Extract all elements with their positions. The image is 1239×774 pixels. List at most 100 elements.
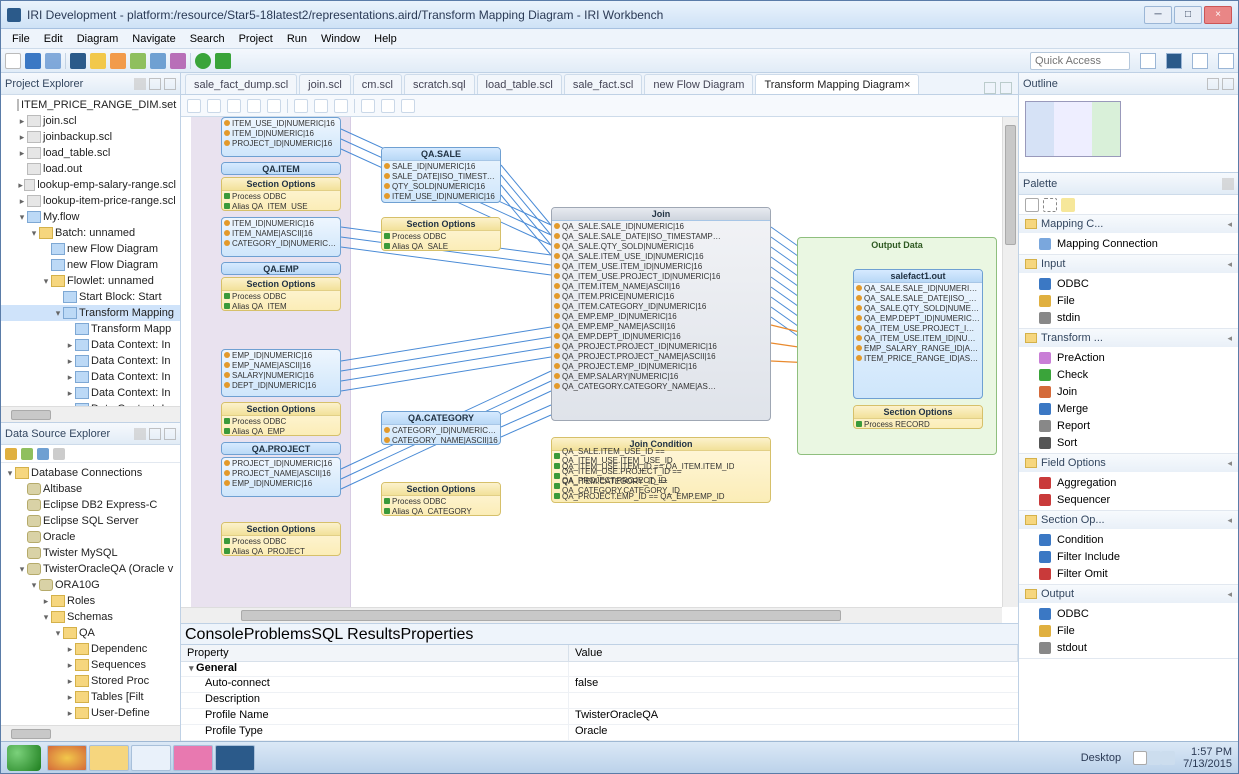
- field-port-icon[interactable]: [856, 421, 862, 427]
- field-port-icon[interactable]: [554, 493, 560, 499]
- tree-row[interactable]: ▸Sequences: [1, 657, 180, 673]
- perspective-button-4[interactable]: [1218, 53, 1234, 69]
- editor-tab[interactable]: cm.scl: [353, 74, 402, 94]
- tree-row[interactable]: Transform Mapp: [1, 321, 180, 337]
- diagram-fill-icon[interactable]: [334, 99, 348, 113]
- tree-twisty-icon[interactable]: ▸: [65, 676, 75, 687]
- quick-access-input[interactable]: [1030, 52, 1130, 70]
- box-field[interactable]: Alias QA_PROJECT: [222, 546, 340, 556]
- tree-row[interactable]: ▾Batch: unnamed: [1, 225, 180, 241]
- box-field[interactable]: CATEGORY_ID|NUMERIC|16: [382, 425, 500, 435]
- field-port-icon[interactable]: [384, 193, 390, 199]
- perspective-button-2[interactable]: [1166, 53, 1182, 69]
- tree-twisty-icon[interactable]: ▸: [17, 132, 27, 143]
- diagram-box-opt6[interactable]: Section OptionsProcess ODBCAlias QA_CATE…: [381, 482, 501, 516]
- editor-tab[interactable]: join.scl: [299, 74, 351, 94]
- tray-network-icon[interactable]: [1147, 751, 1161, 765]
- toolbar-save-icon[interactable]: [25, 53, 41, 69]
- prop-value[interactable]: false: [569, 677, 1018, 692]
- box-field[interactable]: Alias QA_SALE: [382, 241, 500, 251]
- diagram-box-out[interactable]: salefact1.outQA_SALE.SALE_ID|NUMERIC|16Q…: [853, 269, 983, 399]
- tree-row[interactable]: ▸joinbackup.scl: [1, 129, 180, 145]
- tree-twisty-icon[interactable]: ▾: [41, 612, 51, 623]
- tree-row[interactable]: ▾Schemas: [1, 609, 180, 625]
- box-field[interactable]: ITEM_USE_ID|NUMERIC|16: [382, 191, 500, 201]
- dse-tool4-icon[interactable]: [53, 448, 65, 460]
- field-port-icon[interactable]: [384, 163, 390, 169]
- tree-twisty-icon[interactable]: ▾: [17, 564, 27, 575]
- box-field[interactable]: PROJECT_NAME|ASCII|16: [222, 468, 340, 478]
- tree-row[interactable]: ▸Tables [Filt: [1, 689, 180, 705]
- tree-twisty-icon[interactable]: ▸: [17, 196, 27, 207]
- toolbar-run-icon[interactable]: [195, 53, 211, 69]
- box-field[interactable]: EMP_NAME|ASCII|16: [222, 360, 340, 370]
- palette-item[interactable]: Mapping Connection: [1019, 235, 1238, 252]
- box-field[interactable]: Process RECORD: [854, 419, 982, 429]
- box-field[interactable]: Process ODBC: [222, 191, 340, 201]
- diagram-align-icon[interactable]: [401, 99, 415, 113]
- diagram-box-opt3[interactable]: Section OptionsProcess ODBCAlias QA_EMP: [221, 402, 341, 436]
- box-field[interactable]: QA_EMP.EMP_ID|NUMERIC|16: [552, 311, 770, 321]
- box-field[interactable]: QA_SALE.QTY_SOLD|NUMERIC|16: [552, 241, 770, 251]
- perspective-button-1[interactable]: [1140, 53, 1156, 69]
- toolbar-saveall-icon[interactable]: [45, 53, 61, 69]
- box-field[interactable]: ITEM_ID|NUMERIC|16: [222, 128, 340, 138]
- box-field[interactable]: QA_PROJECT.PROJECT_NAME|ASCII|16: [552, 351, 770, 361]
- palette-item[interactable]: Report: [1019, 417, 1238, 434]
- palette-item[interactable]: ODBC: [1019, 605, 1238, 622]
- menu-edit[interactable]: Edit: [37, 31, 70, 47]
- diagram-box-opt1[interactable]: Section OptionsProcess ODBCAlias QA_ITEM…: [221, 177, 341, 211]
- box-field[interactable]: Alias QA_ITEM: [222, 301, 340, 311]
- field-port-icon[interactable]: [554, 453, 560, 459]
- tree-row[interactable]: ▾Flowlet: unnamed: [1, 273, 180, 289]
- box-field[interactable]: QA_ITEM_USE.PROJECT_ID|NUMERIC|16: [854, 323, 982, 333]
- diagram-align-icon[interactable]: [381, 99, 395, 113]
- field-port-icon[interactable]: [554, 263, 560, 269]
- tree-row[interactable]: Oracle: [1, 529, 180, 545]
- field-port-icon[interactable]: [554, 383, 560, 389]
- field-port-icon[interactable]: [554, 323, 560, 329]
- dse-tool2-icon[interactable]: [21, 448, 33, 460]
- taskbar-app-icon[interactable]: [131, 745, 171, 771]
- box-field[interactable]: ITEM_USE_ID|NUMERIC|16: [222, 118, 340, 128]
- box-field[interactable]: QA_ITEM.ITEM_NAME|ASCII|16: [552, 281, 770, 291]
- tree-row[interactable]: ▾ORA10G: [1, 577, 180, 593]
- view-menu-icon[interactable]: [134, 78, 146, 90]
- field-port-icon[interactable]: [554, 353, 560, 359]
- field-port-icon[interactable]: [224, 480, 230, 486]
- field-port-icon[interactable]: [224, 203, 230, 209]
- box-field[interactable]: Alias QA_EMP: [222, 426, 340, 436]
- field-port-icon[interactable]: [384, 508, 390, 514]
- tree-twisty-icon[interactable]: ▾: [17, 212, 27, 223]
- tree-twisty-icon[interactable]: ▸: [65, 356, 75, 367]
- tree-row[interactable]: new Flow Diagram: [1, 241, 180, 257]
- palette-item[interactable]: File: [1019, 622, 1238, 639]
- palette-section-head[interactable]: Section Op...◂: [1019, 511, 1238, 529]
- project-explorer-hscroll[interactable]: [1, 406, 180, 422]
- field-port-icon[interactable]: [554, 363, 560, 369]
- palette-section-head[interactable]: Mapping C...◂: [1019, 215, 1238, 233]
- box-field[interactable]: ITEM_NAME|ASCII|16: [222, 228, 340, 238]
- field-port-icon[interactable]: [224, 303, 230, 309]
- box-field[interactable]: Alias QA_ITEM_USE: [222, 201, 340, 211]
- menu-diagram[interactable]: Diagram: [70, 31, 126, 47]
- diagram-box-qaemp_h[interactable]: QA.EMP: [221, 262, 341, 275]
- diagram-box-qasale[interactable]: QA.SALESALE_ID|NUMERIC|16SALE_DATE|ISO_T…: [381, 147, 501, 203]
- tree-row[interactable]: ▸Data Context: In: [1, 369, 180, 385]
- diagram-box-qaemp[interactable]: EMP_ID|NUMERIC|16EMP_NAME|ASCII|16SALARY…: [221, 349, 341, 397]
- editor-tab[interactable]: sale_fact.scl: [564, 74, 643, 94]
- tree-row[interactable]: ▾QA: [1, 625, 180, 641]
- taskbar-app-icon[interactable]: [173, 745, 213, 771]
- field-port-icon[interactable]: [224, 460, 230, 466]
- tray-flag-icon[interactable]: [1133, 751, 1147, 765]
- field-port-icon[interactable]: [554, 283, 560, 289]
- box-field[interactable]: Process ODBC: [382, 231, 500, 241]
- palette-item[interactable]: stdin: [1019, 309, 1238, 326]
- tree-twisty-icon[interactable]: ▸: [41, 596, 51, 607]
- palette-item[interactable]: Filter Include: [1019, 548, 1238, 565]
- field-port-icon[interactable]: [384, 437, 390, 443]
- editor-min-icon[interactable]: [984, 82, 996, 94]
- start-button[interactable]: [7, 745, 41, 771]
- toolbar-wand1-icon[interactable]: [90, 53, 106, 69]
- tree-twisty-icon[interactable]: ▸: [65, 340, 75, 351]
